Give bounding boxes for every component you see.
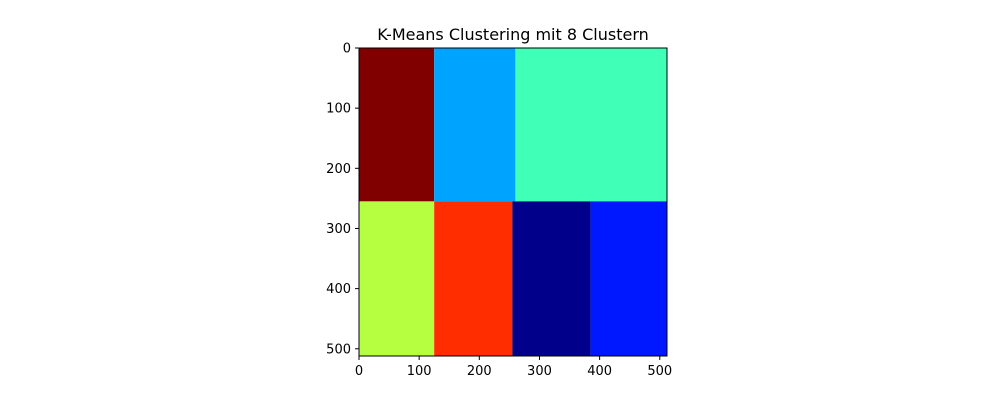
heatmap-image: [359, 48, 667, 356]
x-tick-label: 100: [407, 364, 432, 379]
cluster-region-0: [359, 48, 435, 202]
y-tick-label: 500: [326, 342, 351, 357]
cluster-region-6: [590, 201, 667, 356]
y-axis: 0 100 200 300 400 500: [326, 42, 359, 357]
x-tick-label: 300: [527, 364, 552, 379]
cluster-region-3: [359, 201, 435, 356]
x-tick-label: 0: [355, 364, 363, 379]
y-tick-label: 200: [326, 162, 351, 177]
cluster-region-1: [434, 48, 516, 202]
cluster-region-5: [512, 201, 591, 356]
cluster-region-4: [434, 201, 513, 356]
y-tick-label: 0: [343, 42, 351, 57]
x-tick-label: 400: [587, 364, 612, 379]
y-tick-label: 100: [326, 102, 351, 117]
x-tick-label: 500: [647, 364, 672, 379]
y-tick-label: 400: [326, 282, 351, 297]
x-axis: 0 100 200 300 400 500: [355, 356, 672, 379]
chart-title: K-Means Clustering mit 8 Clustern: [377, 25, 649, 44]
x-tick-label: 200: [467, 364, 492, 379]
y-tick-label: 300: [326, 222, 351, 237]
plot-frame: [358, 47, 668, 357]
cluster-region-2: [515, 48, 667, 202]
